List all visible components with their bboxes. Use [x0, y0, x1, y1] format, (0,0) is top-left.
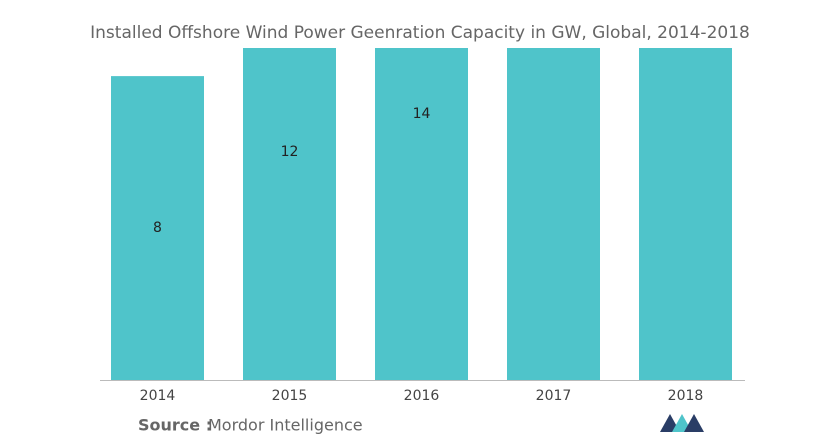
data-label: 14 — [413, 106, 431, 122]
x-tick-label: 2018 — [668, 388, 704, 404]
bar — [639, 48, 732, 380]
bar — [111, 76, 204, 380]
data-label: 12 — [281, 144, 299, 160]
chart-title: Installed Offshore Wind Power Geenration… — [90, 23, 750, 43]
x-tick-label: 2017 — [536, 388, 572, 404]
source: Mordor Intelligence — [208, 416, 363, 435]
source-label: Source : — [138, 416, 212, 435]
x-tick-label: 2016 — [404, 388, 440, 404]
bar — [375, 48, 468, 380]
x-tick-label: 2015 — [272, 388, 308, 404]
logo — [660, 414, 704, 432]
x-tick-label: 2014 — [140, 388, 176, 404]
bar — [507, 48, 600, 380]
plot-area — [111, 48, 732, 380]
bar — [243, 48, 336, 380]
data-label: 8 — [153, 220, 162, 236]
